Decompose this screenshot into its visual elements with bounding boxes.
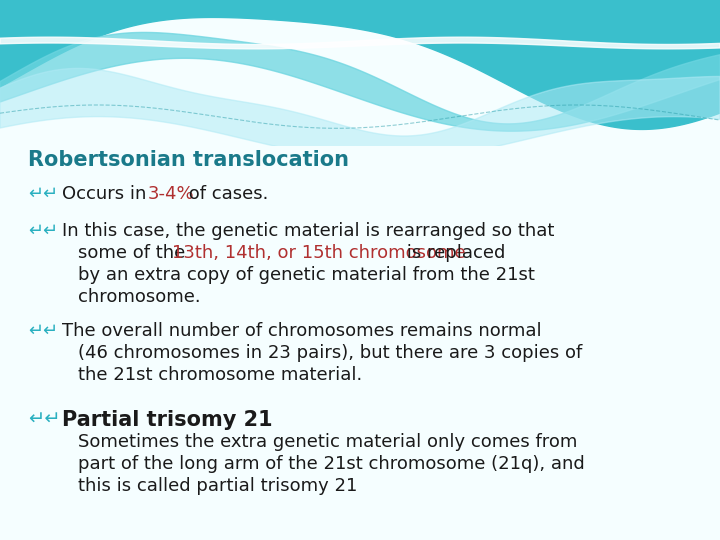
Text: Robertsonian translocation: Robertsonian translocation [28, 150, 349, 170]
Text: the 21st chromosome material.: the 21st chromosome material. [78, 366, 362, 384]
Text: this is called partial trisomy 21: this is called partial trisomy 21 [78, 477, 357, 495]
Text: 3-4%: 3-4% [148, 185, 194, 203]
Text: (46 chromosomes in 23 pairs), but there are 3 copies of: (46 chromosomes in 23 pairs), but there … [78, 344, 582, 362]
Text: ↵↵: ↵↵ [28, 322, 58, 340]
Text: Partial trisomy 21: Partial trisomy 21 [62, 410, 273, 430]
Text: Occurs in: Occurs in [62, 185, 152, 203]
Polygon shape [0, 32, 720, 131]
Text: part of the long arm of the 21st chromosome (21q), and: part of the long arm of the 21st chromos… [78, 455, 585, 473]
Text: is replaced: is replaced [401, 244, 505, 262]
Text: by an extra copy of genetic material from the 21st: by an extra copy of genetic material fro… [78, 266, 535, 284]
Text: ↵↵: ↵↵ [28, 185, 58, 203]
Text: The overall number of chromosomes remains normal: The overall number of chromosomes remain… [62, 322, 541, 340]
Text: ↵↵: ↵↵ [28, 222, 58, 240]
Text: of cases.: of cases. [183, 185, 269, 203]
Text: In this case, the genetic material is rearranged so that: In this case, the genetic material is re… [62, 222, 554, 240]
Polygon shape [0, 37, 720, 49]
Text: chromosome.: chromosome. [78, 288, 201, 306]
Text: some of the: some of the [78, 244, 191, 262]
Polygon shape [0, 69, 720, 160]
Text: ↵↵: ↵↵ [28, 410, 60, 429]
Polygon shape [0, 0, 720, 130]
Text: 13th, 14th, or 15th chromosome: 13th, 14th, or 15th chromosome [172, 244, 466, 262]
Text: Sometimes the extra genetic material only comes from: Sometimes the extra genetic material onl… [78, 433, 577, 451]
